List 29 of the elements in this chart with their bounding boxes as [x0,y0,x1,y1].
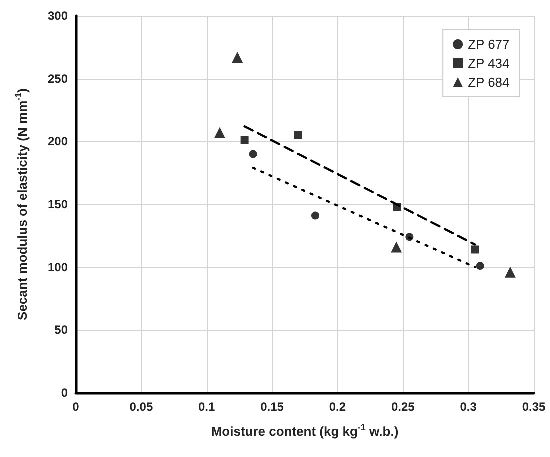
point [504,266,516,278]
y-tick-label: 150 [48,198,68,212]
point [232,52,244,63]
x-tick-label: 0.15 [260,400,284,414]
y-tick-label: 200 [48,134,68,149]
point [294,131,302,140]
x-tick-label: 0.35 [522,400,546,414]
point [476,262,484,270]
y-axis-title: Secant modulus of elasticity (N mm-1) [14,88,30,320]
x-tick-label: 0.2 [329,400,346,414]
point [249,150,258,158]
legend-label: ZP 677 [468,37,510,52]
y-tick-label: 250 [48,72,68,86]
point [240,136,249,144]
legend-label: ZP 684 [468,75,510,90]
legend-label: ZP 434 [468,56,510,71]
point [391,242,402,253]
point [471,246,480,254]
x-tick-label: 0.05 [130,400,154,414]
x-tick-label: 0.25 [391,400,416,414]
y-tick-label: 300 [48,9,68,23]
x-tick-label: 0 [72,400,80,414]
point [311,212,320,220]
x-tick-label: 0.3 [460,400,478,414]
point [214,127,226,138]
y-tick-label: 100 [48,260,68,274]
y-tick-label: 50 [54,323,68,338]
x-tick-label: 0.1 [198,400,216,414]
y-tick-label: 0 [61,386,68,400]
